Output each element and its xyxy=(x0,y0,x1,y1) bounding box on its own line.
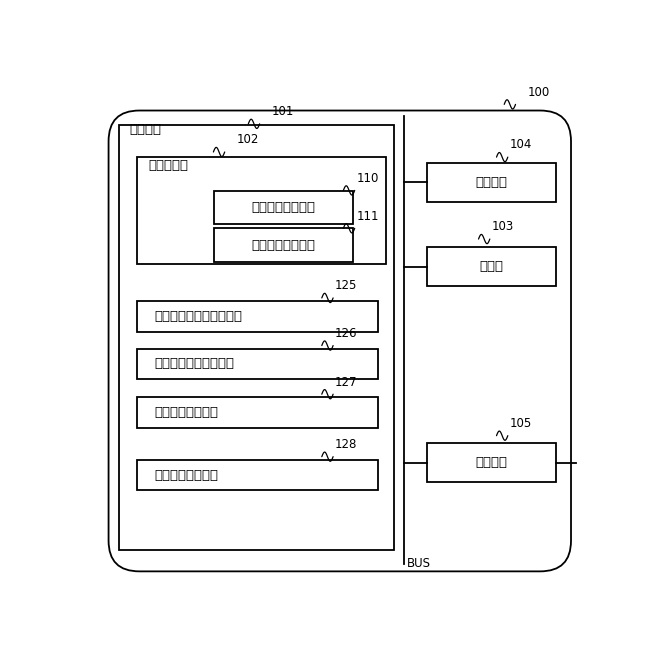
Text: 105: 105 xyxy=(509,417,532,430)
Text: 相関分析エンジン: 相関分析エンジン xyxy=(251,201,316,214)
Text: スタッフ情報テーブル: スタッフ情報テーブル xyxy=(155,358,235,370)
Text: プログラム: プログラム xyxy=(149,159,189,172)
Bar xyxy=(427,444,556,481)
Bar xyxy=(119,125,394,550)
Text: 店舗情報テーブル: 店舗情報テーブル xyxy=(155,469,219,481)
Bar xyxy=(427,164,556,201)
Text: 102: 102 xyxy=(237,134,259,146)
Text: BUS: BUS xyxy=(406,557,430,570)
Text: 126: 126 xyxy=(335,327,357,340)
Bar xyxy=(214,191,353,224)
Text: 画像解析エンジン: 画像解析エンジン xyxy=(251,239,316,251)
Text: 111: 111 xyxy=(356,209,379,223)
Text: 記憶装置: 記憶装置 xyxy=(129,123,161,136)
Bar xyxy=(137,348,379,379)
Bar xyxy=(137,460,379,491)
Text: 通信装置: 通信装置 xyxy=(475,456,507,469)
Text: 実績情報テーブル: 実績情報テーブル xyxy=(155,406,219,419)
Text: コンテンツ情報テーブル: コンテンツ情報テーブル xyxy=(155,310,243,323)
Text: 103: 103 xyxy=(491,220,514,233)
Text: 100: 100 xyxy=(527,86,550,99)
Bar xyxy=(137,301,379,332)
Bar xyxy=(427,247,556,286)
Text: 演算装置: 演算装置 xyxy=(475,176,507,189)
Bar xyxy=(137,156,386,264)
Bar xyxy=(214,228,353,261)
Text: 128: 128 xyxy=(335,438,357,451)
Text: 110: 110 xyxy=(356,172,379,185)
Text: 127: 127 xyxy=(335,376,357,388)
Bar xyxy=(137,397,379,428)
Text: 104: 104 xyxy=(509,138,532,152)
Text: 125: 125 xyxy=(335,279,357,293)
FancyBboxPatch shape xyxy=(109,110,571,571)
Text: 101: 101 xyxy=(272,105,294,118)
Text: メモリ: メモリ xyxy=(479,260,503,273)
